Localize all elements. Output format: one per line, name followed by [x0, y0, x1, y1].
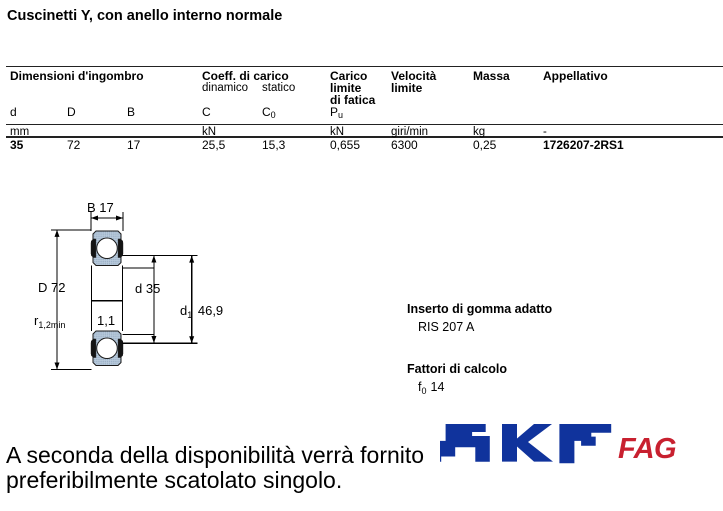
- svg-text:FAG: FAG: [618, 433, 676, 465]
